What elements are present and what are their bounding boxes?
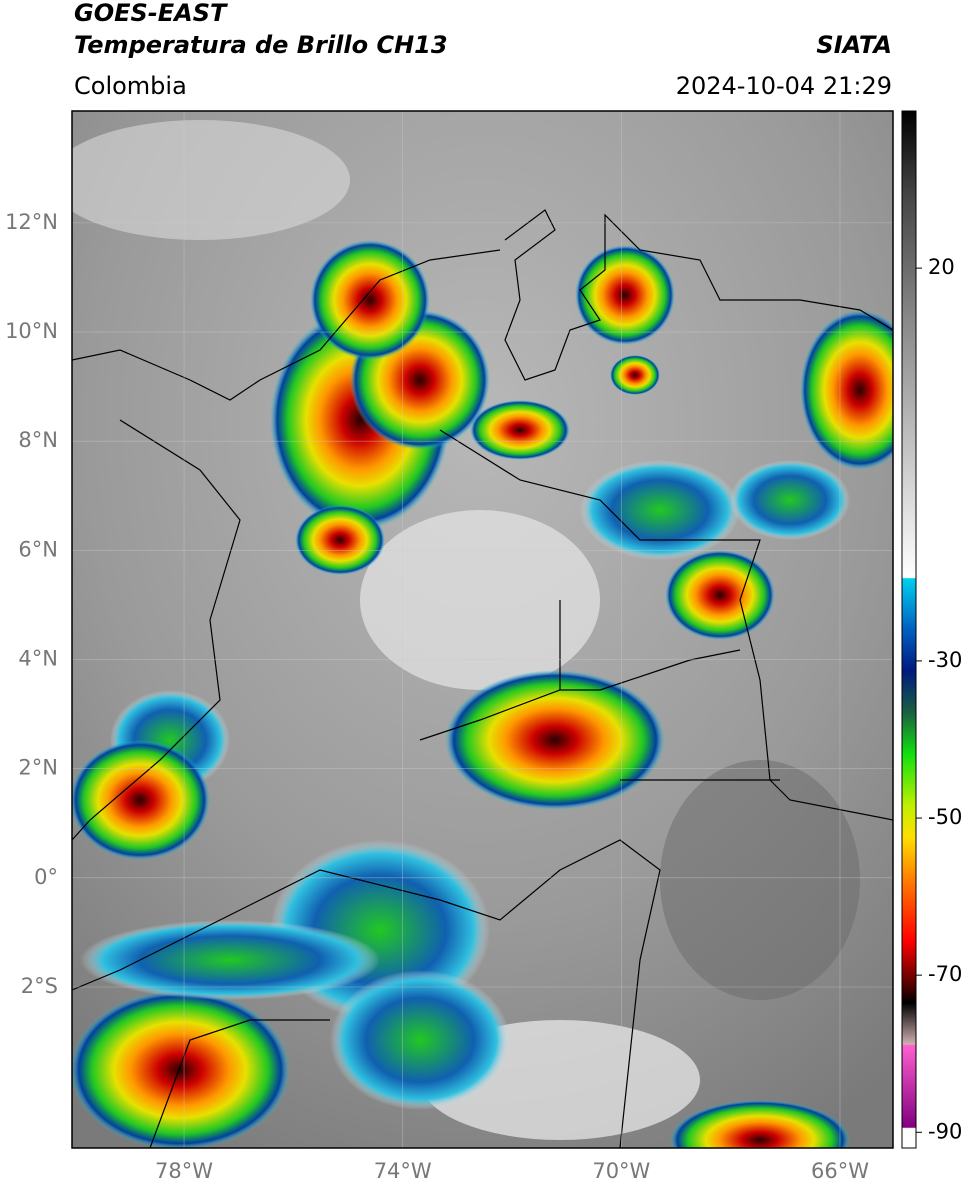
- lat-tick-label: 6°N: [18, 537, 58, 561]
- colorbar-tick-label: -30: [928, 648, 962, 672]
- graticule: [72, 111, 893, 1148]
- lat-tick-label: 2°N: [18, 756, 58, 780]
- colorbar-tick-label: -90: [928, 1119, 962, 1143]
- timestamp: 2024-10-04 21:29: [676, 72, 892, 100]
- satellite-image: [72, 111, 893, 1148]
- colorbar-tick-label: 20: [928, 255, 955, 279]
- lat-tick-label: 2°S: [21, 974, 58, 998]
- lat-tick-label: 12°N: [5, 210, 58, 234]
- lon-tick-label: 70°W: [592, 1159, 650, 1183]
- lat-tick-label: 8°N: [18, 428, 58, 452]
- source: SIATA: [816, 31, 892, 59]
- region: Colombia: [74, 72, 187, 100]
- title-line2: Temperatura de Brillo CH13: [74, 31, 448, 59]
- map-frame: [71, 110, 894, 1149]
- lat-tick-label: 10°N: [5, 319, 58, 343]
- lat-tick-label: 0°: [34, 865, 58, 889]
- lon-tick-label: 66°W: [811, 1159, 869, 1183]
- colorbar: [901, 110, 917, 1149]
- colorbar-tick-label: -50: [928, 805, 962, 829]
- colorbar-tick-label: -70: [928, 962, 962, 986]
- lon-tick-label: 78°W: [155, 1159, 213, 1183]
- title-line1: GOES-EAST: [74, 0, 228, 27]
- lon-tick-label: 74°W: [374, 1159, 432, 1183]
- lat-tick-label: 4°N: [18, 647, 58, 671]
